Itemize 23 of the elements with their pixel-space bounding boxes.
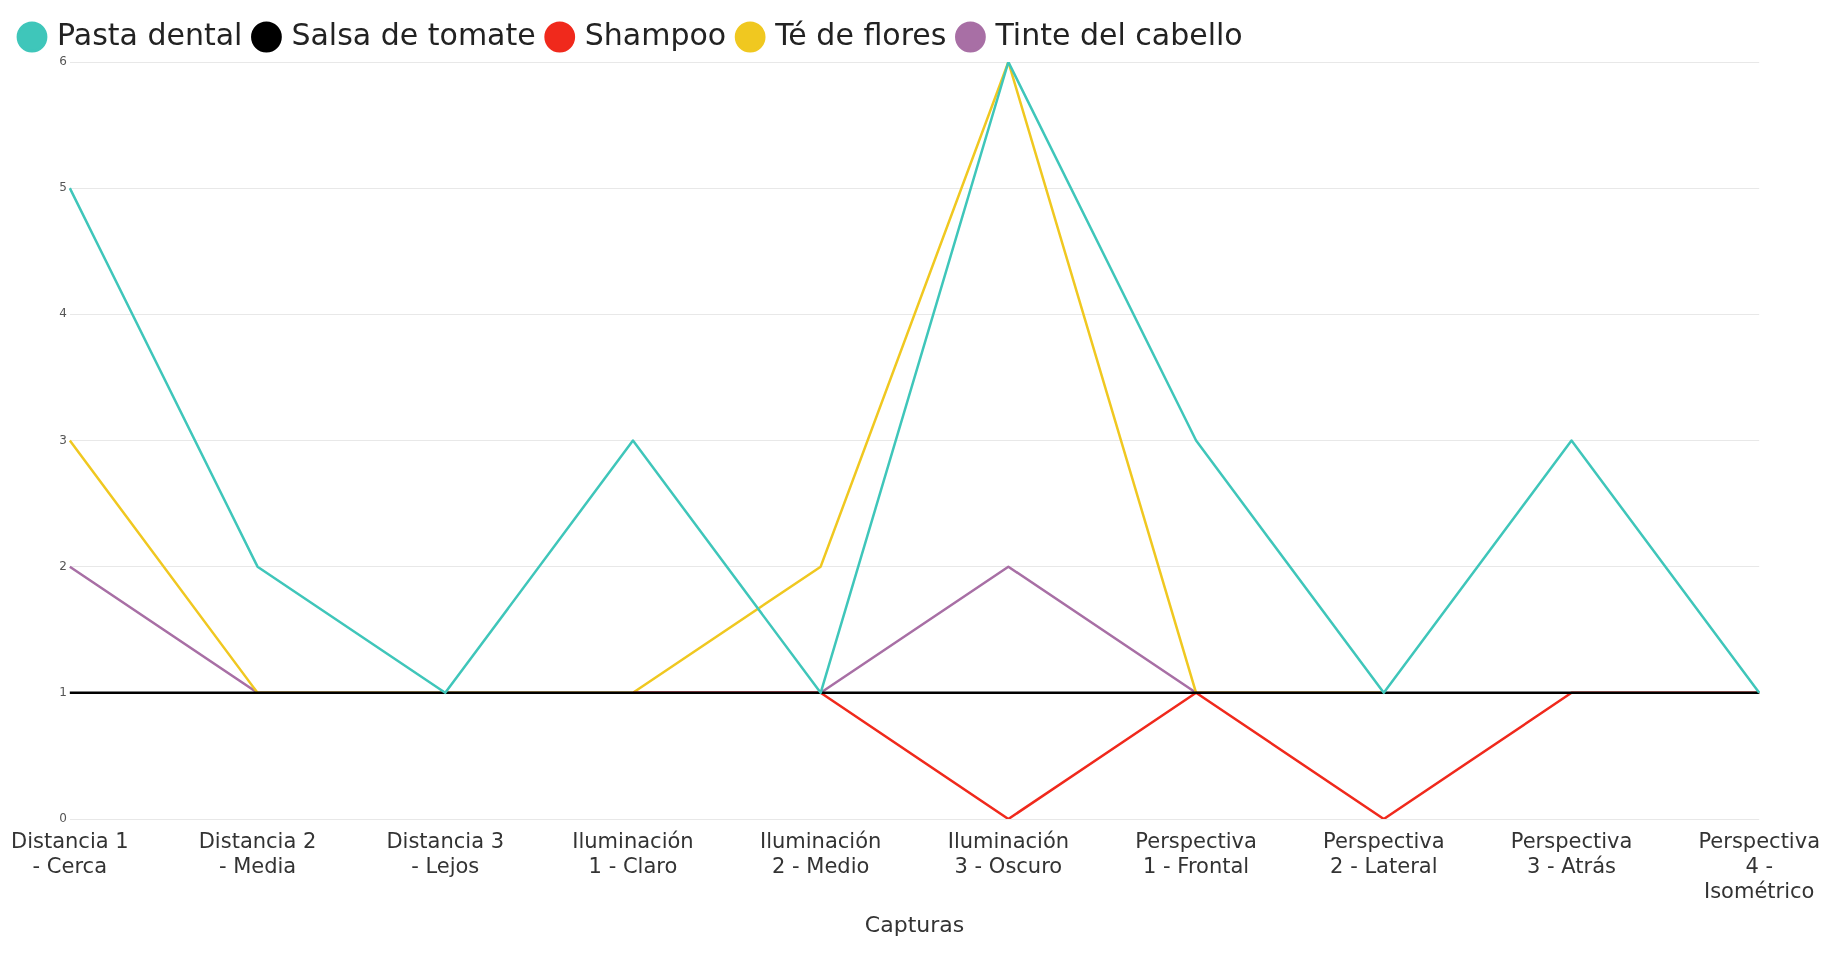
legend-label: Tinte del cabello (994, 16, 1243, 52)
y-tick-label: 5 (59, 180, 67, 195)
x-tick-label: Distancia 2 - Media (198, 829, 317, 879)
legend-label: Té de flores (774, 16, 947, 52)
x-tick-label: Perspectiva 4 - Isométrico (1698, 829, 1820, 904)
y-tick-label: 1 (59, 684, 67, 699)
x-tick-label: Iluminación 2 - Medio (759, 829, 882, 879)
legend-label: Shampoo (584, 16, 727, 52)
x-tick-label: Distancia 3 - Lejos (386, 829, 505, 879)
legend-label: Pasta dental (57, 16, 243, 52)
x-tick-label: Perspectiva 3 - Atrás (1510, 829, 1633, 879)
x-tick-label: Distancia 1 - Cerca (10, 829, 129, 879)
x-tick-label: Iluminación 3 - Oscuro (947, 829, 1070, 879)
y-tick-label: 3 (59, 432, 67, 447)
x-tick-label: Perspectiva 2 - Lateral (1323, 829, 1445, 879)
x-tick-label: Perspectiva 1 - Frontal (1135, 829, 1257, 879)
legend-label: Salsa de tomate (291, 16, 536, 52)
y-tick-label: 2 (59, 558, 67, 573)
y-tick-label: 0 (59, 811, 67, 826)
y-tick-label: 6 (59, 54, 67, 69)
x-tick-label: Iluminación 1 - Claro (572, 829, 694, 879)
y-tick-label: 4 (59, 306, 67, 321)
x-axis-title: Capturas (864, 911, 965, 937)
